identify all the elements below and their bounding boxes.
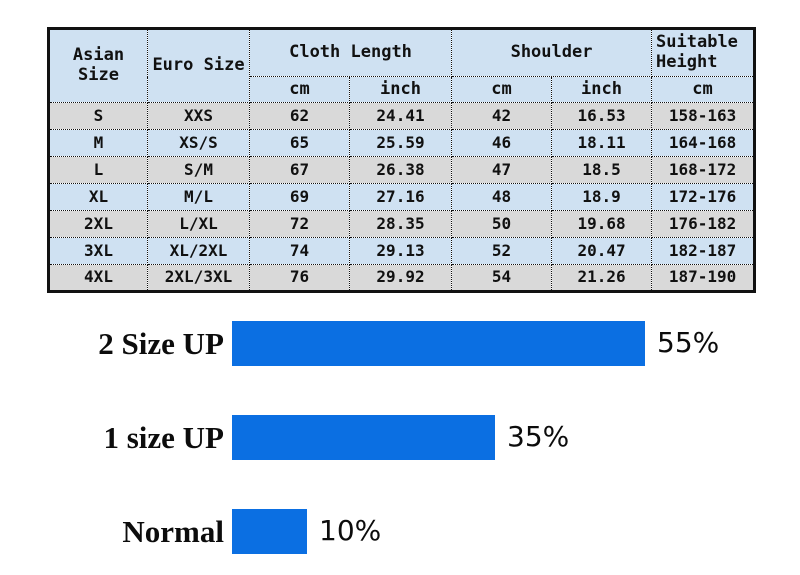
bar-category-label: Normal [122, 513, 224, 549]
cell-cloth-cm: 67 [249, 156, 350, 184]
header-shoulder-cm: cm [451, 76, 553, 103]
cell-shoulder-cm: 48 [451, 183, 553, 211]
header-asian-size: Asian Size [48, 28, 148, 103]
size-chart-table: Asian Size Euro Size Cloth Length Should… [47, 27, 757, 293]
cell-cloth-cm: 74 [249, 237, 350, 265]
header-shoulder-inch: inch [551, 76, 653, 103]
cell-cloth-inch: 29.13 [348, 237, 453, 265]
bar-chart: 2 Size UP 55% 1 size UP 35% Normal 10% [0, 320, 800, 575]
cell-cloth-inch: 29.92 [348, 264, 453, 292]
cell-shoulder-cm: 42 [451, 102, 553, 130]
cell-euro: M/L [147, 183, 250, 211]
table-row: XL M/L 69 27.16 48 18.9 172-176 [48, 183, 756, 211]
header-height-cm: cm [651, 76, 756, 103]
bar-category-label: 2 Size UP [98, 325, 224, 361]
table-row: S XXS 62 24.41 42 16.53 158-163 [48, 102, 756, 130]
header-euro-size: Euro Size [147, 28, 250, 103]
cell-height-cm: 158-163 [651, 102, 756, 130]
bar-value-label: 10% [319, 514, 382, 547]
cell-asian: S [48, 102, 148, 130]
bar-value-label: 35% [507, 420, 570, 453]
cell-shoulder-inch: 18.11 [551, 129, 653, 157]
cell-cloth-inch: 25.59 [348, 129, 453, 157]
cell-shoulder-inch: 21.26 [551, 264, 653, 292]
table-row: 2XL L/XL 72 28.35 50 19.68 176-182 [48, 210, 756, 238]
cell-cloth-inch: 24.41 [348, 102, 453, 130]
bar-row: Normal 10% [0, 508, 800, 554]
cell-euro: L/XL [147, 210, 250, 238]
cell-cloth-inch: 26.38 [348, 156, 453, 184]
cell-asian: 4XL [48, 264, 148, 292]
cell-euro: 2XL/3XL [147, 264, 250, 292]
cell-cloth-inch: 27.16 [348, 183, 453, 211]
cell-euro: S/M [147, 156, 250, 184]
cell-height-cm: 164-168 [651, 129, 756, 157]
bar-value-label: 55% [657, 326, 720, 359]
cell-asian: M [48, 129, 148, 157]
header-shoulder: Shoulder [451, 28, 653, 77]
cell-euro: XL/2XL [147, 237, 250, 265]
cell-shoulder-cm: 54 [451, 264, 553, 292]
cell-asian: 2XL [48, 210, 148, 238]
table-row: 3XL XL/2XL 74 29.13 52 20.47 182-187 [48, 237, 756, 265]
cell-shoulder-inch: 19.68 [551, 210, 653, 238]
header-row-groups: Asian Size Euro Size Cloth Length Should… [48, 28, 756, 103]
cell-asian: 3XL [48, 237, 148, 265]
size-table-body: S XXS 62 24.41 42 16.53 158-163 M XS/S 65 25.59 46 1… [48, 102, 756, 292]
bar [232, 320, 645, 366]
header-row-units: cm inch cm inch cm [49, 76, 756, 103]
cell-shoulder-inch: 16.53 [551, 102, 653, 130]
cell-shoulder-cm: 50 [451, 210, 553, 238]
bar-category-label: 1 size UP [103, 419, 224, 455]
cell-height-cm: 187-190 [651, 264, 756, 292]
cell-asian: XL [48, 183, 148, 211]
cell-cloth-cm: 69 [249, 183, 350, 211]
cell-shoulder-cm: 46 [451, 129, 553, 157]
table-row: M XS/S 65 25.59 46 18.11 164-168 [48, 129, 756, 157]
cell-shoulder-inch: 20.47 [551, 237, 653, 265]
cell-shoulder-inch: 18.5 [551, 156, 653, 184]
cell-cloth-cm: 62 [249, 102, 350, 130]
bar [232, 414, 495, 460]
cell-height-cm: 172-176 [651, 183, 756, 211]
bar [232, 508, 307, 554]
cell-euro: XXS [147, 102, 250, 130]
cell-cloth-cm: 65 [249, 129, 350, 157]
cell-height-cm: 168-172 [651, 156, 756, 184]
table-row: 4XL 2XL/3XL 76 29.92 54 21.26 187-190 [48, 264, 756, 292]
cell-shoulder-cm: 52 [451, 237, 553, 265]
bar-row: 2 Size UP 55% [0, 320, 800, 366]
cell-cloth-cm: 72 [249, 210, 350, 238]
cell-shoulder-cm: 47 [451, 156, 553, 184]
table-row: L S/M 67 26.38 47 18.5 168-172 [48, 156, 756, 184]
cell-height-cm: 182-187 [651, 237, 756, 265]
cell-shoulder-inch: 18.9 [551, 183, 653, 211]
header-cloth-length: Cloth Length [248, 28, 453, 77]
cell-cloth-inch: 28.35 [348, 210, 453, 238]
cell-cloth-cm: 76 [249, 264, 350, 292]
header-cloth-cm: cm [249, 76, 350, 103]
header-suitable-height: Suitable Height [651, 28, 756, 77]
bar-row: 1 size UP 35% [0, 414, 800, 460]
cell-asian: L [48, 156, 148, 184]
cell-height-cm: 176-182 [651, 210, 756, 238]
cell-euro: XS/S [147, 129, 250, 157]
header-cloth-inch: inch [348, 76, 453, 103]
